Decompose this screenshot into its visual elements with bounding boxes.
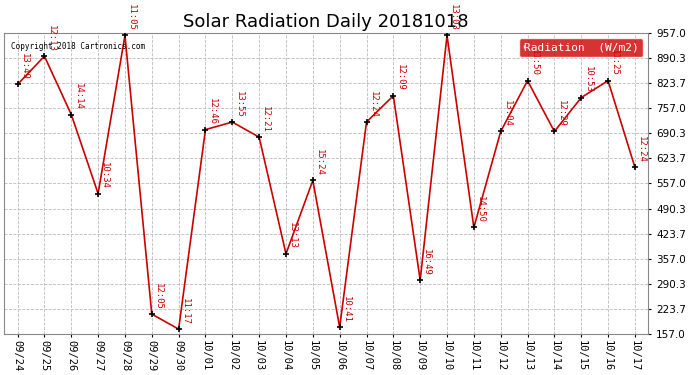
- Text: 15:24: 15:24: [315, 149, 324, 176]
- Text: 13:13: 13:13: [288, 222, 297, 249]
- Text: 11:05: 11:05: [127, 4, 136, 31]
- Text: 12:13: 12:13: [46, 25, 56, 52]
- Text: 13:55: 13:55: [235, 91, 244, 117]
- Text: 14:14: 14:14: [73, 83, 82, 110]
- Text: 12:24: 12:24: [637, 136, 646, 163]
- Text: 14:50: 14:50: [476, 196, 485, 223]
- Text: 10:53: 10:53: [583, 66, 593, 93]
- Text: 12:21: 12:21: [262, 106, 270, 133]
- Text: 16:49: 16:49: [422, 249, 431, 276]
- Text: 13:04: 13:04: [503, 100, 512, 127]
- Text: 13:03: 13:03: [449, 4, 458, 31]
- Text: 11:50: 11:50: [530, 49, 539, 76]
- Title: Solar Radiation Daily 20181018: Solar Radiation Daily 20181018: [184, 13, 469, 31]
- Text: 12:46: 12:46: [208, 98, 217, 125]
- Text: 12:09: 12:09: [395, 64, 404, 91]
- Text: 12:05: 12:05: [154, 283, 163, 309]
- Text: 12:24: 12:24: [368, 91, 377, 117]
- Text: 12:29: 12:29: [557, 100, 566, 127]
- Text: Copyright 2018 Cartronics.com: Copyright 2018 Cartronics.com: [10, 42, 145, 51]
- Text: 10:34: 10:34: [100, 162, 109, 189]
- Text: 11:25: 11:25: [610, 49, 619, 76]
- Legend: Radiation  (W/m2): Radiation (W/m2): [519, 38, 643, 57]
- Text: 13:49: 13:49: [20, 53, 29, 80]
- Text: 11:17: 11:17: [181, 298, 190, 325]
- Text: 10:41: 10:41: [342, 296, 351, 323]
